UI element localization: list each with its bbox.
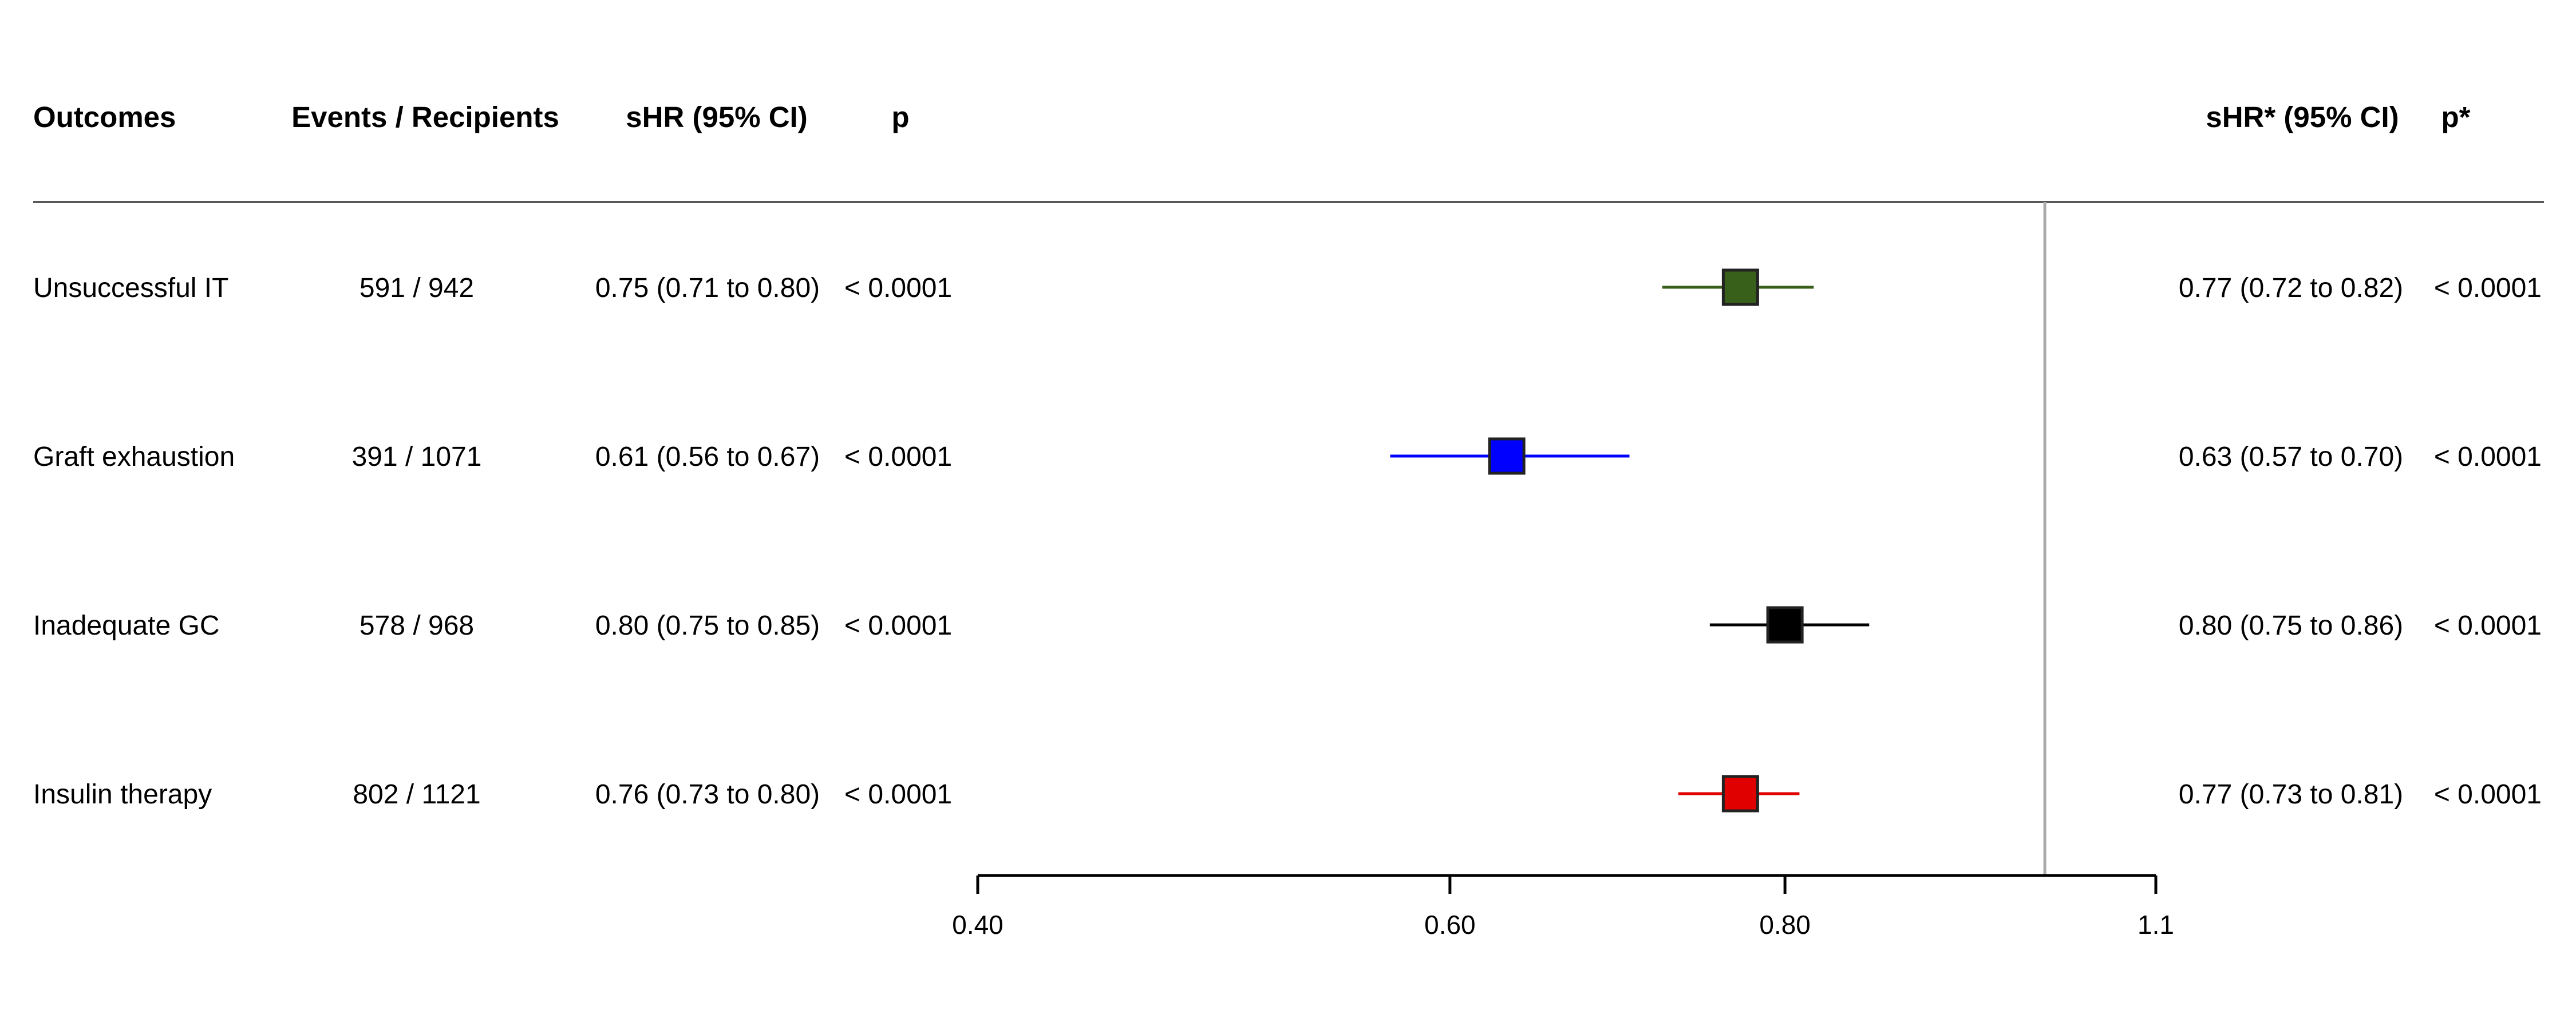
row-shr-adjusted: 0.77 (0.72 to 0.82) [2179, 273, 2403, 303]
header-outcomes: Outcomes [33, 101, 176, 133]
row-p: < 0.0001 [844, 779, 952, 810]
row-shr: 0.75 (0.71 to 0.80) [595, 273, 820, 303]
row-events: 802 / 1121 [353, 779, 480, 810]
row-label: Inadequate GC [33, 611, 220, 641]
table-row: Inadequate GC 578 / 968 0.80 (0.75 to 0.85… [33, 606, 2542, 644]
point-estimate-marker [1721, 775, 1759, 813]
row-shr: 0.61 (0.56 to 0.67) [595, 442, 820, 472]
point-estimate-marker [1488, 437, 1526, 475]
table-row: Unsuccessful IT 591 / 942 0.75 (0.71 to 0.… [33, 268, 2542, 306]
header-shr-adjusted: sHR* (95% CI) [2206, 101, 2399, 133]
header-p-adjusted: p* [2441, 101, 2471, 133]
header-p: p [891, 101, 909, 133]
row-shr: 0.76 (0.73 to 0.80) [595, 779, 820, 810]
x-tick-label: 0.40 [952, 910, 1003, 940]
row-p: < 0.0001 [844, 273, 952, 303]
row-p-adjusted: < 0.0001 [2434, 611, 2542, 641]
row-label: Insulin therapy [33, 779, 212, 810]
x-tick-label: 0.80 [1759, 910, 1811, 940]
header-row: Outcomes Events / Recipients sHR (95% CI… [33, 101, 2471, 133]
row-shr: 0.80 (0.75 to 0.85) [595, 611, 820, 641]
point-estimate-marker [1766, 606, 1804, 644]
row-p-adjusted: < 0.0001 [2434, 442, 2542, 472]
x-tick-label: 1.1 [2138, 910, 2174, 940]
row-shr-adjusted: 0.77 (0.73 to 0.81) [2179, 779, 2403, 810]
row-events: 391 / 1071 [352, 442, 482, 472]
row-p: < 0.0001 [844, 442, 952, 472]
point-estimate-marker [1721, 268, 1759, 306]
rows-layer: Unsuccessful IT 591 / 942 0.75 (0.71 to 0.… [33, 268, 2542, 813]
header-shr: sHR (95% CI) [626, 101, 807, 133]
table-row: Insulin therapy 802 / 1121 0.76 (0.73 to 0… [33, 775, 2542, 813]
table-row: Graft exhaustion 391 / 1071 0.61 (0.56 to … [33, 437, 2542, 475]
row-p-adjusted: < 0.0001 [2434, 779, 2542, 810]
header-events: Events / Recipients [291, 101, 559, 133]
row-p-adjusted: < 0.0001 [2434, 273, 2542, 303]
row-shr-adjusted: 0.80 (0.75 to 0.86) [2179, 611, 2403, 641]
x-tick-label: 0.60 [1424, 910, 1476, 940]
row-label: Graft exhaustion [33, 442, 235, 472]
row-events: 591 / 942 [359, 273, 474, 303]
row-events: 578 / 968 [359, 611, 474, 641]
row-label: Unsuccessful IT [33, 273, 228, 303]
row-shr-adjusted: 0.63 (0.57 to 0.70) [2179, 442, 2403, 472]
row-p: < 0.0001 [844, 611, 952, 641]
x-axis: 0.40 0.60 0.80 1.1 [952, 874, 2174, 940]
